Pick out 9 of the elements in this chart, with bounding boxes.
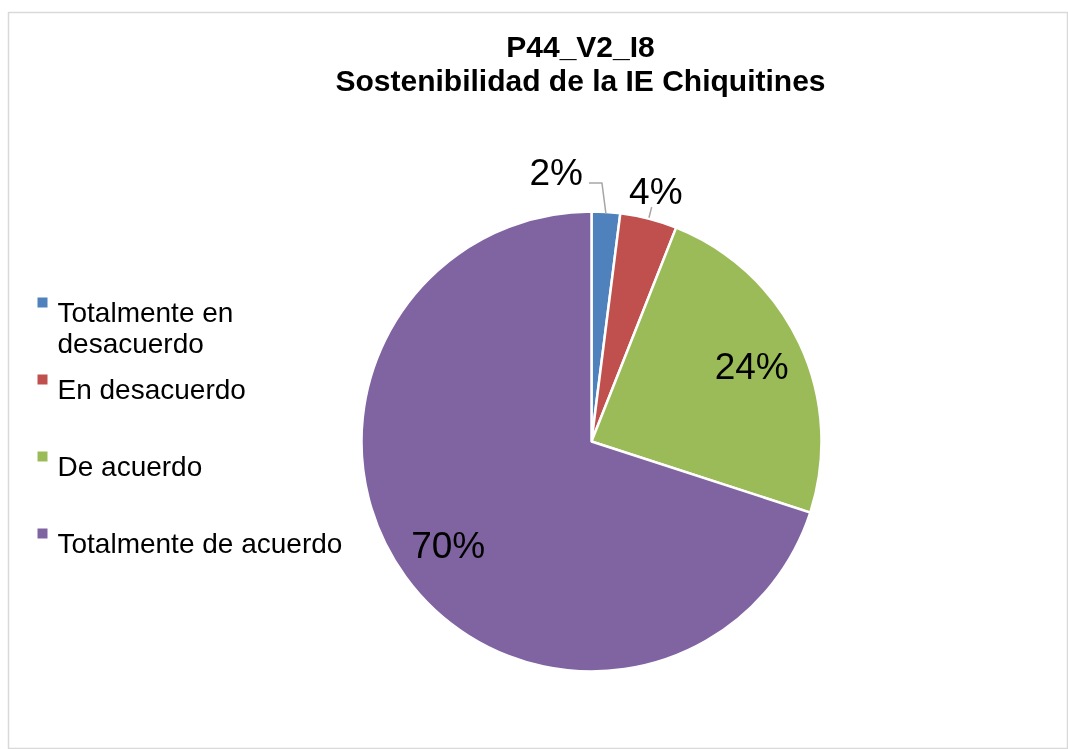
legend-label: En desacuerdo	[57, 374, 246, 405]
chart-title: P44_V2_I8 Sostenibilidad de la IE Chiquitines	[335, 30, 826, 97]
data-label: 24%	[714, 345, 789, 387]
data-label: 2%	[529, 152, 583, 194]
data-label: 4%	[629, 170, 683, 212]
legend-label: De acuerdo	[57, 451, 203, 482]
data-label: 70%	[411, 525, 486, 567]
legend-label: Totalmente de acuerdo	[57, 528, 343, 559]
legend-label: Totalmente en desacuerdo	[57, 297, 234, 359]
